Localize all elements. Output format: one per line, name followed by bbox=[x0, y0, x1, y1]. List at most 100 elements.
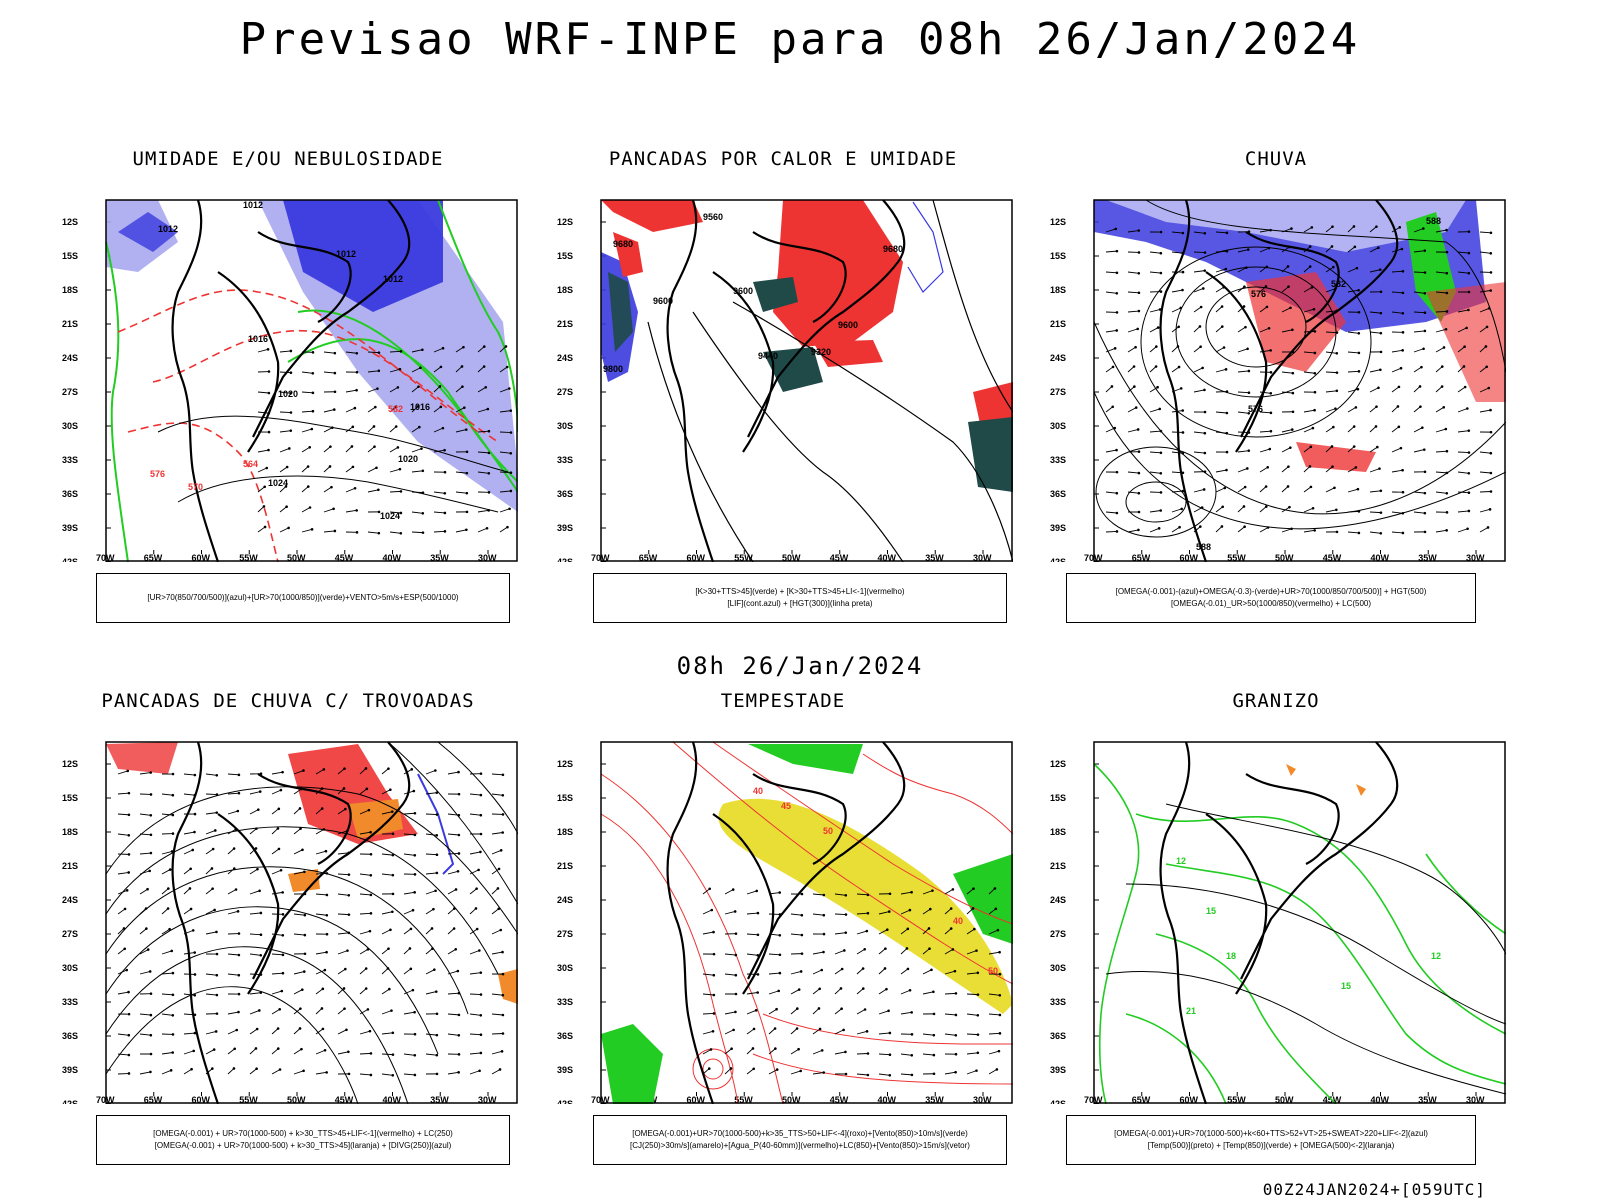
wind-arrow-head bbox=[509, 471, 513, 475]
wind-arrow-head bbox=[1225, 431, 1229, 435]
wind-arrow-head bbox=[331, 426, 334, 429]
wind-arrow bbox=[455, 366, 463, 373]
wind-arrow bbox=[1369, 311, 1381, 314]
wind-vectors bbox=[1105, 225, 1493, 535]
wind-arrow-head bbox=[430, 927, 434, 930]
wind-arrow-head bbox=[355, 370, 359, 374]
wind-arrow-head bbox=[953, 969, 957, 973]
svg-text:40: 40 bbox=[953, 916, 963, 926]
wind-arrow bbox=[1325, 310, 1337, 313]
wind-arrow bbox=[491, 1033, 503, 1035]
wind-arrow-head bbox=[413, 811, 417, 815]
wind-arrow-head bbox=[1378, 467, 1381, 470]
wind-arrow-head bbox=[435, 1033, 439, 1037]
wind-arrow-head bbox=[308, 445, 312, 449]
wind-arrow-head bbox=[1224, 368, 1228, 371]
panel-pancadas-trovoadas: PANCADAS DE CHUVA C/ TROVOADAS 12S 15S 18S… bbox=[58, 690, 518, 1170]
wind-arrow bbox=[1281, 307, 1291, 313]
wind-arrow-head bbox=[800, 892, 804, 896]
svg-text:576: 576 bbox=[1248, 404, 1263, 414]
lat-tick-label: 36S bbox=[1050, 1031, 1066, 1041]
wind-arrow-head bbox=[1157, 527, 1161, 530]
wind-arrow-head bbox=[148, 869, 151, 873]
wind-arrow-head bbox=[1290, 428, 1294, 431]
wind-arrow-head bbox=[1246, 347, 1249, 351]
wind-arrow-head bbox=[1310, 286, 1314, 289]
wind-arrow bbox=[293, 933, 305, 936]
wind-arrow-head bbox=[454, 888, 458, 891]
lat-tick-label: 33S bbox=[1050, 997, 1066, 1007]
wind-arrow-head bbox=[906, 927, 910, 931]
wind-arrow-head bbox=[254, 847, 258, 850]
wind-arrow bbox=[447, 928, 455, 935]
wind-arrow bbox=[724, 1068, 732, 1075]
wind-arrow-head bbox=[387, 767, 390, 770]
wind-arrow-head bbox=[501, 773, 505, 777]
wind-arrow-head bbox=[1330, 245, 1334, 248]
wind-arrow bbox=[367, 406, 376, 413]
wind-arrow-head bbox=[1440, 385, 1444, 388]
wind-arrow-head bbox=[1156, 326, 1160, 329]
wind-arrow-head bbox=[501, 831, 505, 834]
wind-arrow-head bbox=[234, 888, 238, 891]
wind-arrow bbox=[337, 968, 346, 975]
lat-tick-label: 24S bbox=[557, 895, 573, 905]
lat-tick-label: 30S bbox=[557, 963, 573, 973]
wind-arrow bbox=[271, 933, 283, 936]
wind-arrow-head bbox=[1487, 307, 1491, 310]
wind-arrow-head bbox=[820, 1049, 824, 1052]
wind-arrow bbox=[491, 773, 503, 776]
wind-arrow bbox=[1413, 427, 1423, 433]
wind-arrow-head bbox=[479, 1014, 483, 1017]
wind-arrow-head bbox=[993, 887, 997, 890]
wind-arrow bbox=[227, 828, 236, 835]
wind-arrow-head bbox=[888, 1031, 892, 1035]
wind-arrow-head bbox=[281, 953, 285, 957]
wind-arrow-head bbox=[464, 428, 468, 431]
contour-labels: 1012 1012 1012 1012 1016 1016 1020 1020 … bbox=[150, 200, 430, 521]
wind-arrow-head bbox=[734, 932, 738, 935]
wind-arrow-head bbox=[411, 988, 415, 992]
wind-arrow-head bbox=[233, 1047, 237, 1051]
wind-arrow bbox=[477, 471, 489, 474]
wind-arrow-head bbox=[284, 485, 288, 488]
wind-arrow-head bbox=[840, 1007, 843, 1011]
wind-arrow-head bbox=[486, 407, 490, 411]
panel-tempestade: TEMPESTADE 12S 15S 18S 21S 24S 27S 30S 33S 36S 39… bbox=[553, 690, 1013, 1170]
wind-arrow bbox=[367, 531, 379, 534]
wind-arrow bbox=[1347, 289, 1359, 293]
wind-arrow-head bbox=[998, 972, 1002, 976]
wind-arrow-head bbox=[479, 993, 483, 996]
wind-arrow-head bbox=[756, 933, 760, 937]
wind-arrow-head bbox=[932, 1053, 936, 1057]
wind-arrow-head bbox=[1222, 346, 1226, 349]
wind-arrow bbox=[1479, 387, 1489, 393]
wind-arrow bbox=[1479, 409, 1491, 413]
wind-arrow bbox=[117, 792, 129, 795]
wind-arrow-head bbox=[844, 913, 848, 916]
wind-arrow bbox=[878, 1010, 889, 1015]
wind-arrow bbox=[161, 1069, 172, 1075]
wind-arrow-head bbox=[732, 1028, 735, 1032]
wind-arrow bbox=[1347, 370, 1359, 373]
wind-arrow-head bbox=[1264, 505, 1268, 508]
wind-arrow bbox=[856, 948, 865, 955]
wind-arrow-head bbox=[1489, 289, 1493, 292]
wind-arrow-head bbox=[409, 927, 413, 931]
wind-arrow-head bbox=[1396, 405, 1400, 408]
wind-arrow-head bbox=[375, 466, 378, 470]
wind-arrow-head bbox=[1445, 471, 1449, 475]
wind-arrow-head bbox=[1247, 412, 1251, 415]
wind-arrow-head bbox=[479, 772, 483, 775]
wind-arrow bbox=[271, 808, 280, 815]
wind-arrow-head bbox=[372, 425, 376, 428]
wind-arrow-head bbox=[1269, 411, 1273, 415]
wind-arrow-head bbox=[1444, 328, 1448, 331]
wind-arrow-head bbox=[1466, 527, 1469, 531]
wind-arrow-head bbox=[193, 951, 197, 954]
wind-arrow-head bbox=[1489, 451, 1493, 455]
wind-arrow-head bbox=[1159, 491, 1163, 494]
wind-arrow bbox=[900, 948, 908, 955]
wind-arrow bbox=[117, 1033, 129, 1036]
wind-arrow-head bbox=[1311, 506, 1315, 510]
